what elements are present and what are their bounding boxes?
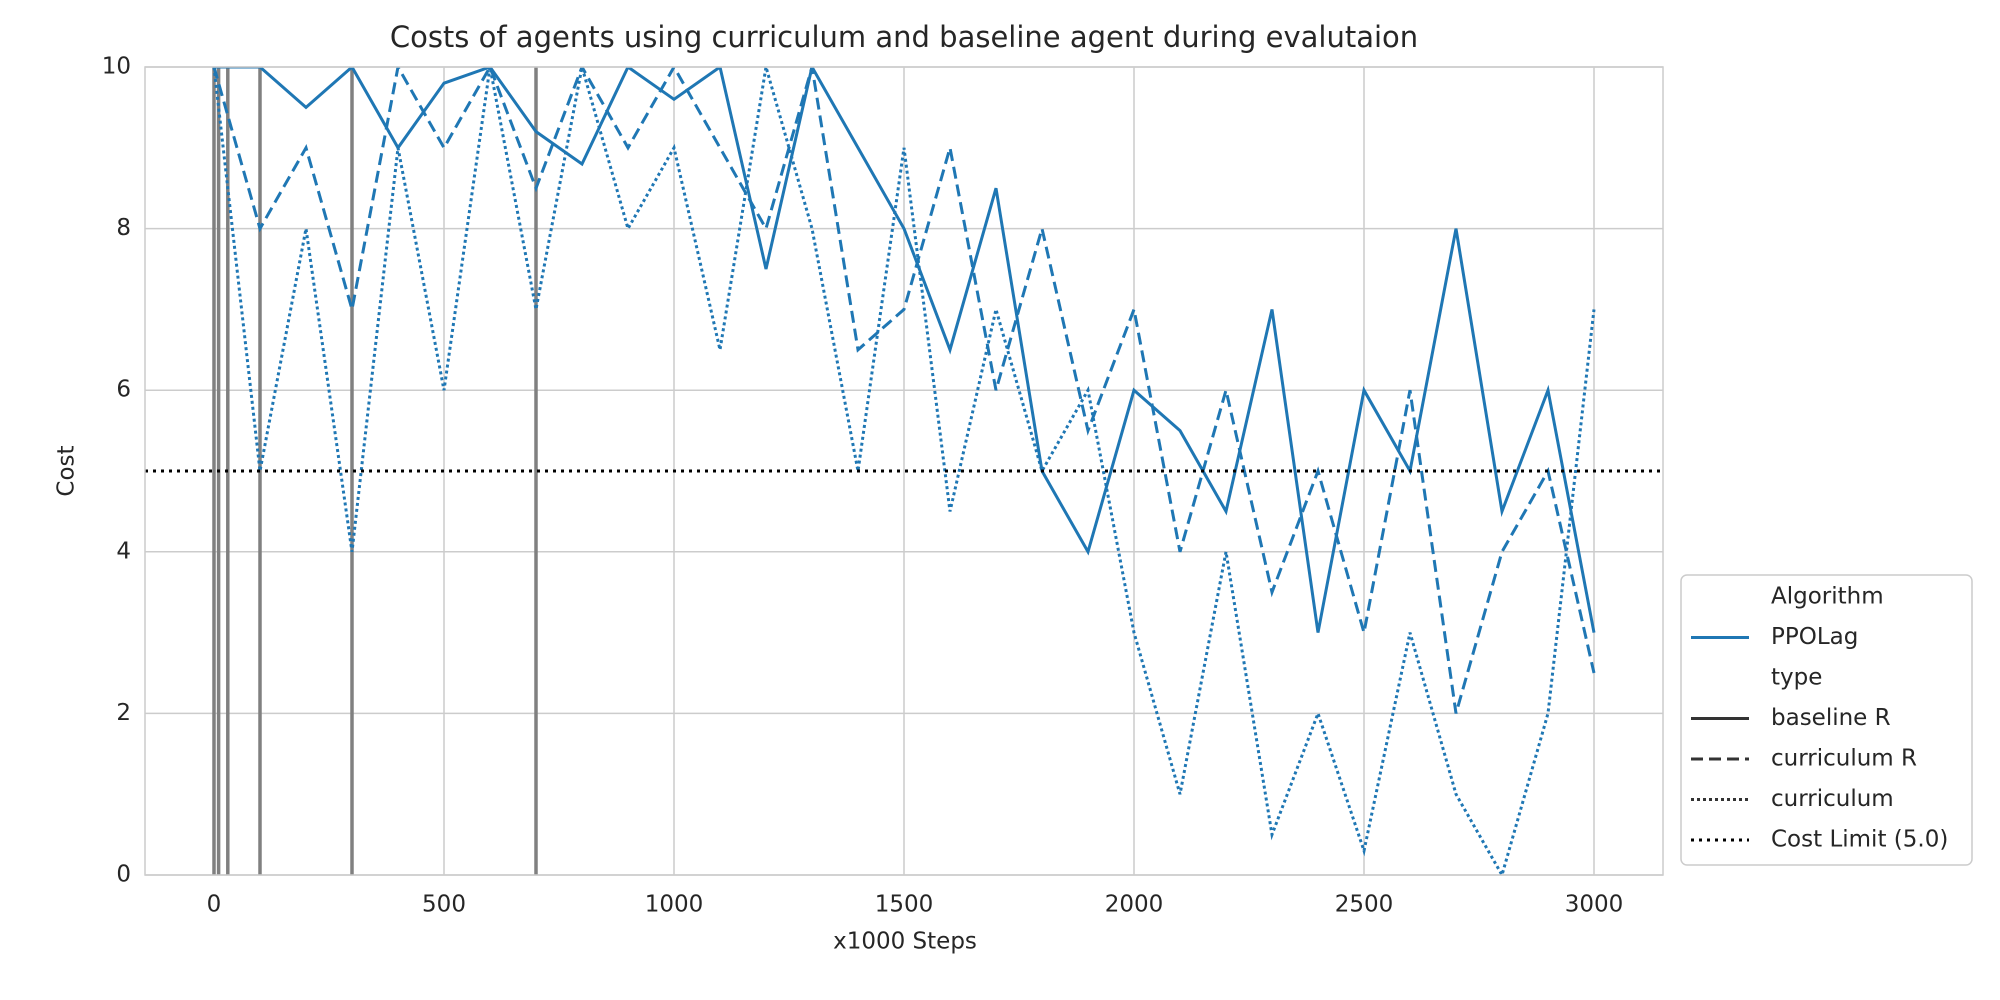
- legend-label: curriculum R: [1771, 746, 1917, 772]
- series-line: [212, 67, 1596, 875]
- series-line: [212, 67, 1596, 714]
- x-tick-label: 0: [207, 892, 222, 918]
- x-axis-label: x1000 Steps: [833, 929, 977, 955]
- plot-frame: [144, 66, 1664, 876]
- legend-title: type: [1771, 665, 1822, 691]
- x-tick-label: 1000: [645, 892, 704, 918]
- legend-label: curriculum: [1771, 786, 1894, 812]
- legend-title: Algorithm: [1771, 584, 1884, 610]
- legend-box: [1680, 574, 1973, 866]
- y-tick-label: 10: [102, 54, 131, 80]
- y-axis-label: Cost: [54, 445, 80, 496]
- legend-label: Cost Limit (5.0): [1771, 827, 1948, 853]
- y-tick-label: 4: [116, 538, 131, 564]
- legend-label: baseline R: [1771, 705, 1891, 731]
- x-tick-label: 2000: [1105, 892, 1164, 918]
- x-tick-label: 500: [422, 892, 466, 918]
- y-tick-label: 0: [116, 862, 131, 888]
- x-tick-label: 1500: [875, 892, 934, 918]
- y-tick-label: 2: [116, 700, 131, 726]
- x-tick-label: 2500: [1335, 892, 1394, 918]
- chart-title: Costs of agents using curriculum and bas…: [390, 20, 1418, 54]
- y-tick-label: 6: [116, 377, 131, 403]
- series-line: [214, 67, 1596, 633]
- y-tick-label: 8: [116, 215, 131, 241]
- x-tick-label: 3000: [1565, 892, 1624, 918]
- legend-label: PPOLag: [1771, 624, 1858, 650]
